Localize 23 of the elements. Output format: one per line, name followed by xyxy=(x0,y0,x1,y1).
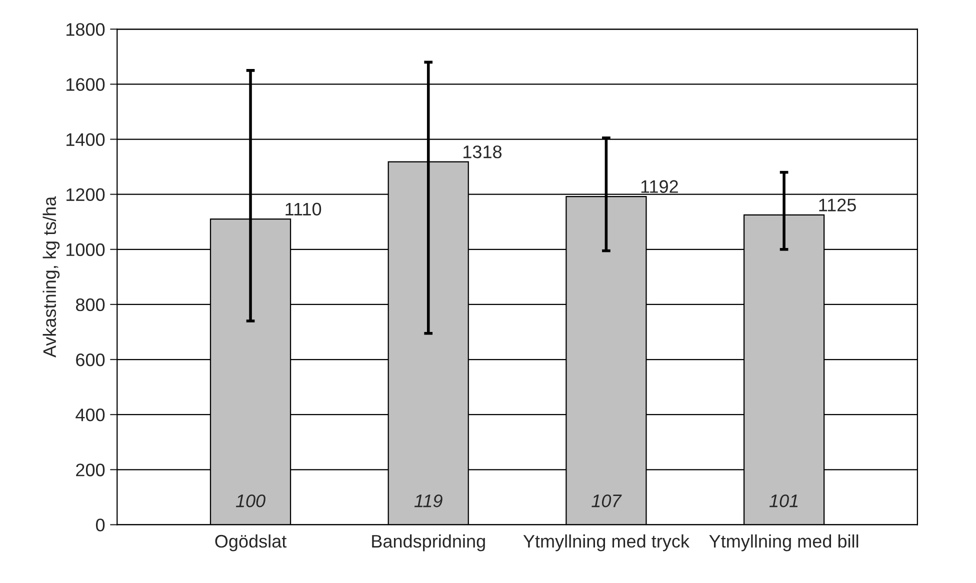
x-tick-label: Bandspridning xyxy=(372,534,485,552)
x-tick-label: Ytmyllning med tryck xyxy=(523,534,690,552)
data-label: 1110 xyxy=(286,202,322,216)
x-tick-label: Ogödslat xyxy=(215,534,287,552)
annotation: 101 xyxy=(769,494,798,508)
y-axis-title: Avkastning, kg ts/ha xyxy=(42,196,60,358)
y-tick-label: 200 xyxy=(76,464,105,476)
data-label: 1318 xyxy=(464,145,502,158)
y-tick-label: 1600 xyxy=(66,78,105,91)
data-label: 1125 xyxy=(819,198,856,212)
annotation: 100 xyxy=(236,494,266,508)
annotation: 119 xyxy=(414,494,442,508)
y-tick-label: 600 xyxy=(76,353,105,366)
x-tick-label: Ytmyllning med bill xyxy=(709,534,858,552)
y-tick-label: 800 xyxy=(76,298,105,312)
y-tick-label: 1800 xyxy=(66,23,105,36)
y-tick-label: 1200 xyxy=(66,188,105,202)
y-tick-label: 1400 xyxy=(66,133,105,146)
data-label: 1192 xyxy=(641,180,678,193)
annotation: 107 xyxy=(592,494,622,508)
y-tick-label: 0 xyxy=(96,518,105,532)
y-tick-label: 1000 xyxy=(66,243,105,256)
y-tick-label: 400 xyxy=(76,408,105,422)
